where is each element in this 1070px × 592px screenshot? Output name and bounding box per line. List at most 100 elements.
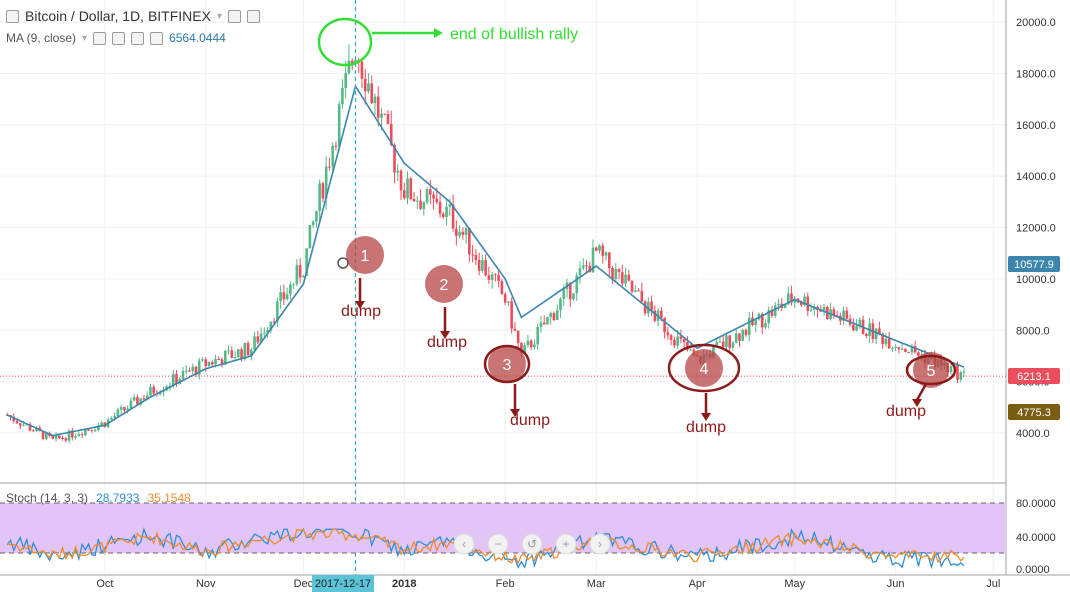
chevron-down-icon[interactable]: ▾ <box>82 32 88 44</box>
candle-body <box>184 370 188 372</box>
candle-body <box>451 204 455 229</box>
dump-marker-circle <box>425 265 463 303</box>
candle-body <box>168 385 172 387</box>
dump-label: dump <box>886 403 926 420</box>
candle-body <box>559 298 562 311</box>
peak-annotation-text: end of bullish rally <box>450 26 578 43</box>
candle-body <box>386 113 390 124</box>
candle-body <box>673 339 676 346</box>
low-price-label: 4775.3 <box>1017 407 1051 419</box>
candle-body <box>28 424 32 431</box>
candle-body <box>494 274 497 276</box>
refresh-icon: ↺ <box>527 537 537 551</box>
zoom-out-button[interactable] <box>487 533 509 555</box>
dump-arrow <box>915 383 928 401</box>
symbol-title: Bitcoin / Dollar, 1D, BITFINEX <box>25 8 211 24</box>
settings-icon[interactable] <box>246 9 260 23</box>
candle-body <box>523 345 526 353</box>
close-icon[interactable] <box>150 31 164 45</box>
candle-body <box>181 371 185 380</box>
candle-body <box>767 309 771 324</box>
stoch-label: Stoch (14, 3, 3) <box>6 491 89 505</box>
candle-body <box>738 333 741 341</box>
time-tick-label: Jun <box>887 578 905 590</box>
dump-marker-ring <box>667 343 741 393</box>
stoch-tick-0: 0.0000 <box>1016 564 1050 576</box>
candle-body <box>302 275 305 278</box>
price-gridlines <box>0 21 1006 434</box>
candle-body <box>438 202 442 214</box>
candle-body <box>152 386 155 394</box>
candle-body <box>318 183 321 211</box>
candle-body <box>581 265 585 269</box>
candle-body <box>22 424 25 426</box>
time-tick-label: 2018 <box>392 578 416 590</box>
candle-body <box>445 206 448 218</box>
candle-body <box>542 322 546 325</box>
candle-body <box>25 424 29 426</box>
candle-body <box>536 326 539 345</box>
candle-body <box>448 204 452 207</box>
candle-body <box>58 435 61 438</box>
candle-body <box>360 61 364 79</box>
candle-body <box>383 113 387 115</box>
candle-body <box>233 357 237 359</box>
candle-body <box>721 341 725 348</box>
collapse-icon[interactable] <box>6 9 19 23</box>
candle-body <box>894 346 897 348</box>
scroll-right-button[interactable] <box>589 533 611 555</box>
eye-icon[interactable] <box>227 9 241 23</box>
candle-body <box>621 272 624 284</box>
settings-icon[interactable] <box>112 31 126 45</box>
candle-body <box>331 145 334 167</box>
candle-body <box>396 170 400 173</box>
low-price-badge: 4775.3 <box>1008 404 1060 420</box>
dump-markers: 1 dump 2 dump 3 dump 4 dump 5 dump <box>337 236 957 436</box>
time-tick-label: May <box>784 578 805 590</box>
candle-body <box>90 429 94 431</box>
stoch-legend: Stoch (14, 3, 3) 28.7933 35.1548 <box>6 491 191 505</box>
price-tick-label: 12000.0 <box>1016 223 1056 235</box>
time-axis: Oct Nov Dec 2018 Feb Mar Apr May Jun Jul <box>96 578 1000 590</box>
candle-body <box>568 282 572 300</box>
candle-body <box>533 344 536 348</box>
crosshair-date-label: 2017-12-17 <box>315 578 371 590</box>
candle-body <box>253 336 256 350</box>
chevron-down-icon[interactable]: ▾ <box>216 10 222 22</box>
candle-body <box>328 166 331 168</box>
zoom-in-button[interactable] <box>555 533 577 555</box>
candle-body <box>220 359 224 365</box>
candle-body <box>214 358 217 365</box>
ma-price-label: 10577.9 <box>1014 259 1054 271</box>
candle-body <box>770 309 774 316</box>
candle-body <box>539 322 543 327</box>
time-gridlines <box>104 0 994 575</box>
candle-body <box>513 328 517 331</box>
price-tick-label: 16000.0 <box>1016 120 1056 132</box>
candle-body <box>311 221 315 226</box>
candle-body <box>337 104 341 147</box>
candle-body <box>442 213 445 218</box>
candle-body <box>419 200 422 209</box>
candle-body <box>142 398 146 400</box>
candle-body <box>197 360 201 375</box>
candle-body <box>679 336 683 339</box>
candle-body <box>188 370 191 372</box>
chart-nav-controls[interactable]: ‹ − ↺ + › <box>453 533 611 555</box>
candle-body <box>891 347 894 349</box>
candle-body <box>507 301 510 303</box>
dump-label: dump <box>341 303 381 320</box>
candle-body <box>227 350 230 352</box>
candle-body <box>910 346 914 353</box>
reset-button[interactable] <box>521 533 543 555</box>
candle-body <box>858 319 862 327</box>
scroll-left-button[interactable] <box>453 533 475 555</box>
candle-body <box>158 392 162 395</box>
candle-body <box>682 338 686 343</box>
eye-icon[interactable] <box>93 31 107 45</box>
candle-body <box>458 231 461 236</box>
add-icon[interactable] <box>131 31 145 45</box>
candle-body <box>344 72 347 89</box>
candle-body <box>250 349 253 356</box>
